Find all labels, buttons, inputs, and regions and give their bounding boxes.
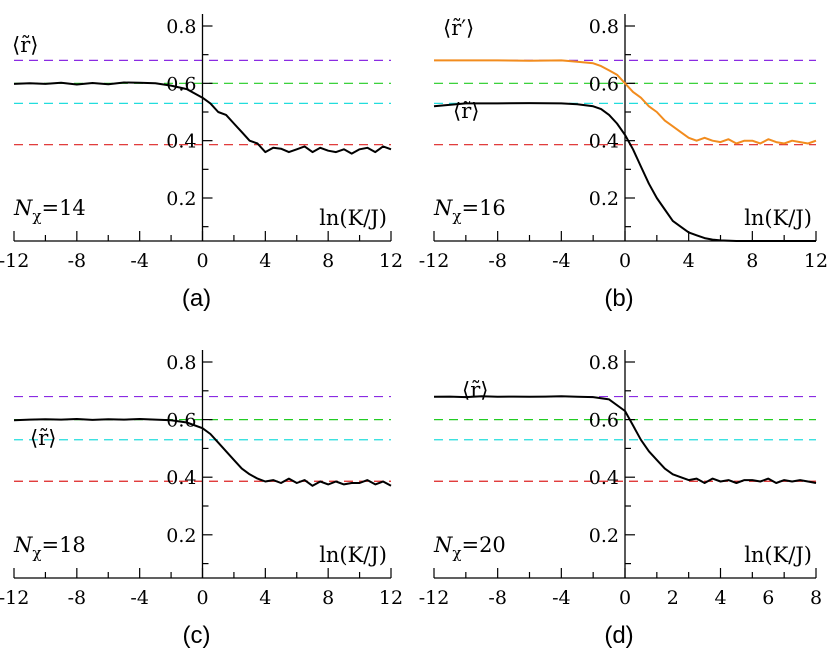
y-tick-label: 0.2	[166, 188, 196, 210]
y-tick-label: 0.2	[589, 525, 619, 547]
x-tick-label: 0	[196, 250, 208, 272]
x-axis-label: ln(K/J)	[744, 543, 812, 567]
y-tick-label: 0.8	[589, 16, 619, 38]
x-tick-label: -12	[0, 587, 29, 609]
y-tick-label: 0.4	[166, 467, 196, 489]
x-tick-label: 0	[619, 587, 631, 609]
x-tick-label: 4	[259, 250, 271, 272]
x-tick-label: 4	[259, 587, 271, 609]
panel-label: (a)	[182, 285, 211, 312]
size-label: Nχ=20	[433, 533, 506, 562]
series-line	[433, 395, 817, 484]
x-tick-label: 12	[379, 250, 403, 272]
series-annotation: ⟨r̃′⟩	[443, 16, 474, 40]
panel-c: -12 -8 -4 0 4 8 12 0.2 0.4 0.6 0.8 ⟨r̃⟩ Nχ=18 ln(K/J)…	[0, 350, 403, 649]
size-label: Nχ=18	[13, 533, 86, 562]
x-tick-label: 12	[379, 587, 403, 609]
panel-b: -12 -8 -4 0 4 8 12 0.2 0.4 0.6 0.8 ⟨r̃′⟩ ⟨r̃⟩ Nχ=16 ln…	[419, 14, 828, 312]
series-line	[13, 81, 392, 155]
x-tick-label: 8	[322, 587, 334, 609]
x-tick-label: 0	[619, 250, 631, 272]
series-annotation: ⟨r̃⟩	[453, 99, 479, 123]
x-tick-label: 4	[714, 587, 726, 609]
x-tick-label: 8	[322, 250, 334, 272]
x-tick-label: 4	[683, 250, 695, 272]
series-annotation: ⟨r̃⟩	[12, 33, 38, 57]
panel-label: (d)	[604, 622, 633, 649]
x-tick-label: 2	[667, 587, 679, 609]
y-tick-label: 0.6	[166, 410, 196, 432]
x-tick-label: -8	[68, 587, 87, 609]
x-axis-label: ln(K/J)	[744, 206, 812, 230]
y-tick-label: 0.4	[589, 131, 619, 153]
x-tick-label: -8	[488, 587, 507, 609]
y-tick-label: 0.2	[166, 525, 196, 547]
size-label: Nχ=16	[433, 196, 506, 225]
x-tick-label: -4	[130, 587, 149, 609]
panel-a: -12 -8 -4 0 4 8 120.20.40.60.8⟨r̃⟩Nχ=14 ln(K/J)…	[0, 14, 403, 312]
y-tick-label: 0.8	[166, 16, 196, 38]
x-tick-label: 8	[746, 250, 758, 272]
x-tick-label: -4	[552, 587, 571, 609]
y-tick-label: 0.4	[589, 467, 619, 489]
x-tick-label: 12	[804, 250, 828, 272]
x-axis-label: ln(K/J)	[319, 543, 387, 567]
x-tick-label: 0	[196, 587, 208, 609]
x-tick-label: -12	[419, 587, 450, 609]
panel-label: (b)	[604, 285, 633, 312]
x-tick-label: 8	[810, 587, 822, 609]
x-tick-label: -4	[552, 250, 571, 272]
x-tick-label: -12	[0, 250, 29, 272]
y-tick-label: 0.8	[589, 352, 619, 374]
x-tick-label: 6	[762, 587, 774, 609]
x-tick-label: -8	[68, 250, 87, 272]
y-tick-label: 0.6	[589, 73, 619, 95]
x-tick-label: -4	[130, 250, 149, 272]
series-line	[433, 102, 816, 242]
y-tick-label: 0.8	[166, 352, 196, 374]
size-label: Nχ=14	[13, 196, 86, 225]
x-tick-label: -12	[419, 250, 450, 272]
x-tick-label: -8	[488, 250, 507, 272]
panel-label: (c)	[183, 622, 211, 649]
series-line	[434, 59, 817, 145]
series-annotation: ⟨r̃⟩	[462, 378, 488, 402]
series-annotation: ⟨r̃⟩	[30, 426, 56, 450]
y-tick-label: 0.2	[589, 188, 619, 210]
x-axis-label: ln(K/J)	[319, 206, 387, 230]
y-tick-label: 0.4	[166, 131, 196, 153]
panel-d: -12 -8 -4 0 2 4 6 8 0.2 0.4 0.6 0.8 ⟨r̃⟩ Nχ=20 ln(K/J)…	[419, 350, 822, 649]
y-tick-label: 0.6	[589, 410, 619, 432]
series-line	[13, 418, 392, 487]
